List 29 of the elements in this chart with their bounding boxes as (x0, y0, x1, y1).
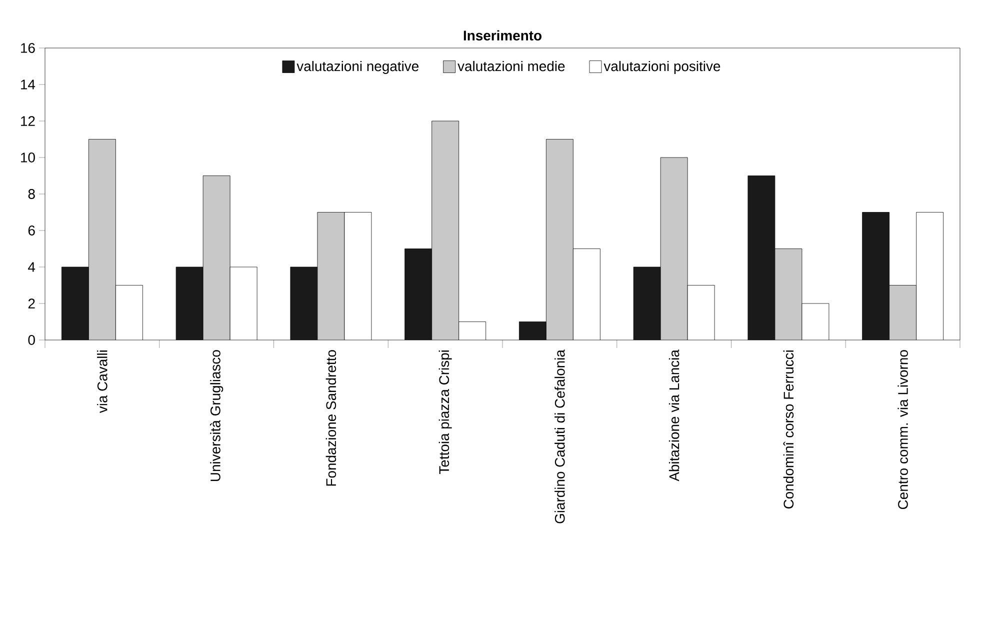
x-tick-label: via Cavalli (97, 350, 108, 414)
x-tick-label: Fondazione Sandretto (326, 350, 336, 486)
y-tick-label: 12 (21, 116, 35, 126)
x-tick-label: Condominî corso Ferrucci (783, 350, 794, 508)
bar (432, 120, 460, 340)
y-tick-label: 4 (28, 262, 36, 272)
y-tick-label: 8 (28, 189, 35, 199)
x-tick-label: Tettoia piazza Crispi (438, 350, 452, 474)
y-tick-label: 6 (28, 226, 35, 236)
bar (774, 248, 802, 340)
y-tick-label: 0 (28, 335, 35, 345)
chart-title: Inserimento (464, 30, 542, 41)
bar (889, 285, 917, 340)
legend-label: valutazioni negative (296, 60, 418, 74)
y-tick-label: 14 (21, 80, 36, 90)
x-tick-label: Abitazione via Lancia (668, 350, 680, 482)
y-tick-label: 16 (21, 43, 35, 53)
bar (88, 139, 116, 340)
legend-label: valutazioni medie (458, 60, 565, 72)
bar (202, 176, 230, 340)
x-tick-label: Università Grugliasco (210, 350, 224, 481)
y-tick-label: 10 (21, 152, 35, 162)
y-tick-label: 2 (28, 298, 35, 308)
bar (546, 139, 574, 340)
x-tick-label: Centro comm. via Livorno (898, 350, 908, 510)
x-tick-label: Giardino Caduti di Cefalonia (554, 350, 565, 524)
bar (317, 212, 345, 340)
legend-label: valutazioni positive (604, 60, 720, 74)
bar (660, 157, 688, 340)
